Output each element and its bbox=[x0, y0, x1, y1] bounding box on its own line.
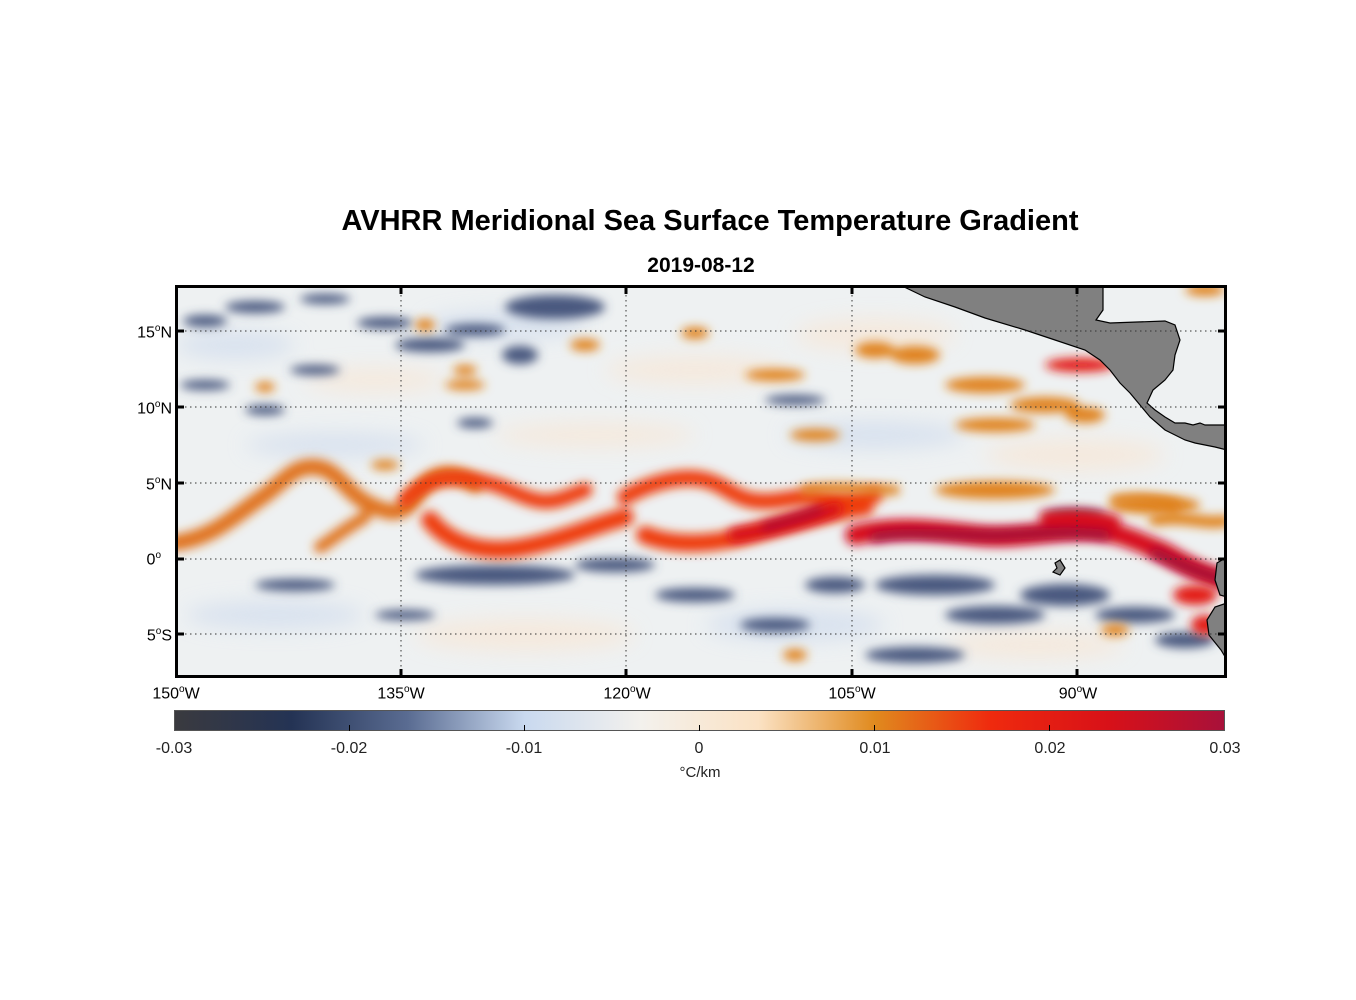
lat-label-0: 0o bbox=[146, 550, 161, 569]
colorbar-tick-label: 0.01 bbox=[859, 740, 891, 757]
map-panel bbox=[175, 285, 1227, 678]
colorbar-units: °C/km bbox=[679, 764, 721, 781]
lon-label-105w: 105oW bbox=[828, 684, 876, 703]
lat-label-5n: 5oN bbox=[145, 475, 172, 494]
colorbar-tick-label: -0.03 bbox=[155, 740, 193, 757]
colorbar-tick-label: 0.02 bbox=[1034, 740, 1066, 757]
lat-label-10n: 10oN bbox=[137, 399, 172, 418]
sst-gradient-field bbox=[175, 285, 1227, 678]
colorbar-tick-label: -0.01 bbox=[505, 740, 543, 757]
colorbar-tick-label: 0 bbox=[694, 740, 704, 757]
map-date: 2019-08-12 bbox=[647, 254, 755, 277]
lon-label-90w: 90oW bbox=[1058, 684, 1098, 703]
lon-label-150w: 150oW bbox=[152, 684, 200, 703]
colorbar-tick-label: -0.02 bbox=[330, 740, 368, 757]
map-title: AVHRR Meridional Sea Surface Temperature… bbox=[341, 205, 1079, 237]
lat-label-15n: 15oN bbox=[137, 323, 172, 342]
graticule bbox=[175, 285, 1227, 678]
lat-label-5s: 5oS bbox=[146, 626, 172, 645]
lon-label-120w: 120oW bbox=[603, 684, 651, 703]
lon-label-135w: 135oW bbox=[377, 684, 425, 703]
colorbar-tick-label: 0.03 bbox=[1209, 740, 1241, 757]
colorbar-ticks bbox=[349, 725, 1050, 731]
